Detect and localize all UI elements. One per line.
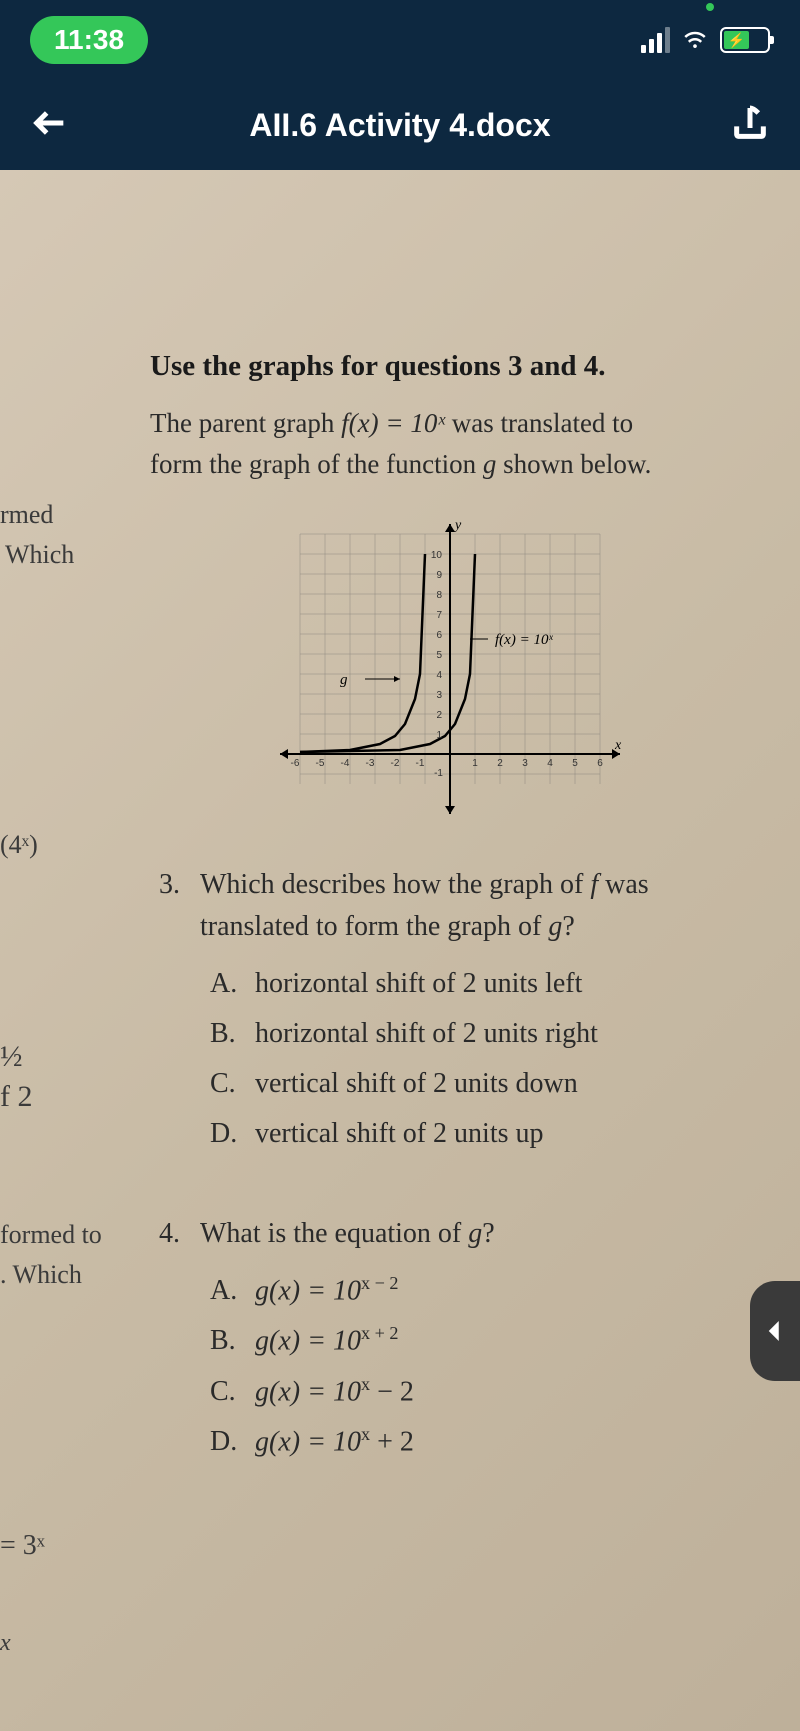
svg-text:-3: -3 — [366, 758, 375, 769]
svg-text:5: 5 — [572, 758, 578, 769]
svg-text:1: 1 — [436, 730, 442, 741]
question-text: Which describes how the graph of f was t… — [200, 864, 750, 948]
svg-text:-4: -4 — [341, 758, 350, 769]
wifi-icon — [680, 23, 710, 58]
indicator-dot — [706, 3, 714, 11]
option-a: A.g(x) = 10x − 2 — [210, 1270, 750, 1312]
document-viewer[interactable]: rmed Which (4ˣ) ½ f 2 formed to . Which … — [0, 170, 800, 1731]
question-number: 4. — [150, 1213, 200, 1471]
fragment-text: (4ˣ) — [0, 830, 38, 860]
svg-text:10: 10 — [431, 550, 443, 561]
svg-text:6: 6 — [597, 758, 603, 769]
fragment-text: rmed — [0, 500, 53, 530]
option-c: C.g(x) = 10x − 2 — [210, 1371, 750, 1413]
section-title: Use the graphs for questions 3 and 4. — [150, 350, 750, 383]
svg-text:2: 2 — [436, 710, 442, 721]
left-page-fragments: rmed Which (4ˣ) ½ f 2 formed to . Which … — [0, 350, 140, 1731]
status-icons: ⚡ — [641, 23, 770, 58]
share-button[interactable] — [730, 103, 770, 148]
question-3: 3. Which describes how the graph of f wa… — [150, 864, 750, 1163]
back-button[interactable] — [30, 103, 70, 148]
svg-text:8: 8 — [436, 590, 442, 601]
question-4: 4. What is the equation of g? A.g(x) = 1… — [150, 1213, 750, 1471]
svg-text:3: 3 — [436, 690, 442, 701]
svg-text:4: 4 — [436, 670, 442, 681]
svg-text:7: 7 — [436, 610, 442, 621]
option-d: D.vertical shift of 2 units up — [210, 1113, 750, 1155]
svg-text:-5: -5 — [316, 758, 325, 769]
svg-text:6: 6 — [436, 630, 442, 641]
svg-text:5: 5 — [436, 650, 442, 661]
option-b: B.horizontal shift of 2 units right — [210, 1013, 750, 1055]
header-bar: AII.6 Activity 4.docx — [0, 80, 800, 170]
svg-text:-1: -1 — [434, 768, 443, 779]
svg-text:x: x — [614, 738, 622, 753]
svg-text:4: 4 — [547, 758, 553, 769]
option-c: C.vertical shift of 2 units down — [210, 1063, 750, 1105]
svg-text:1: 1 — [472, 758, 478, 769]
option-b: B.g(x) = 10x + 2 — [210, 1320, 750, 1362]
graph-chart: y x f(x) = 10ˣ g -6 -5 -4 -3 -2 -1 — [270, 514, 630, 824]
svg-text:-2: -2 — [391, 758, 400, 769]
fragment-text: . Which — [0, 1260, 82, 1290]
fragment-text: x — [0, 1630, 11, 1657]
svg-text:y: y — [453, 518, 462, 533]
fragment-text: Which — [5, 540, 74, 570]
svg-text:f(x) = 10ˣ: f(x) = 10ˣ — [495, 632, 553, 648]
fragment-text: formed to — [0, 1220, 102, 1250]
next-page-button[interactable] — [750, 1281, 800, 1381]
battery-icon: ⚡ — [720, 27, 770, 53]
status-bar: 11:38 ⚡ — [0, 0, 800, 80]
svg-text:-1: -1 — [416, 758, 425, 769]
cellular-signal-icon — [641, 27, 670, 53]
svg-text:3: 3 — [522, 758, 528, 769]
svg-text:9: 9 — [436, 570, 442, 581]
main-content: Use the graphs for questions 3 and 4. Th… — [150, 350, 780, 1471]
svg-text:2: 2 — [497, 758, 503, 769]
time-pill[interactable]: 11:38 — [30, 16, 148, 64]
option-a: A.horizontal shift of 2 units left — [210, 963, 750, 1005]
svg-text:-6: -6 — [291, 758, 300, 769]
svg-text:g: g — [340, 672, 348, 688]
document-title: AII.6 Activity 4.docx — [249, 107, 550, 144]
question-text: What is the equation of g? — [200, 1213, 750, 1255]
fragment-text: ½ — [0, 1040, 23, 1074]
fragment-text: f 2 — [0, 1080, 33, 1114]
intro-text: The parent graph f(x) = 10ˣ was translat… — [150, 403, 750, 484]
question-number: 3. — [150, 864, 200, 1163]
option-d: D.g(x) = 10x + 2 — [210, 1421, 750, 1463]
fragment-text: = 3ˣ — [0, 1530, 45, 1562]
